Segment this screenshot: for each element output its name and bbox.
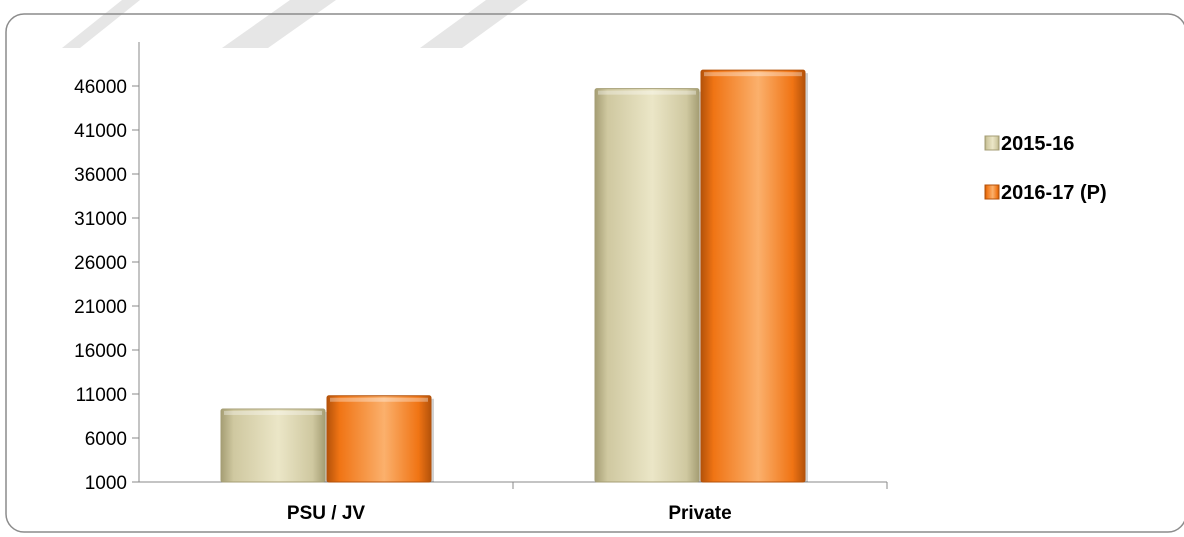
decorative-bands xyxy=(62,0,528,48)
bar-1-1 xyxy=(220,408,326,483)
y-tick-label: 1000 xyxy=(85,473,127,494)
band-stripe xyxy=(222,0,336,48)
x-category-label: PSU / JV xyxy=(287,503,365,524)
y-tick-label: 31000 xyxy=(74,209,127,230)
x-axis-categories: PSU / JV Private xyxy=(287,503,732,524)
bar-bevel xyxy=(598,90,696,95)
bar-2-1 xyxy=(326,395,432,483)
bar-bevel xyxy=(704,72,802,77)
y-tick-label: 21000 xyxy=(74,297,127,318)
legend: 2015-16 2016-17 (P) xyxy=(984,133,1107,204)
chart-frame xyxy=(5,13,1184,533)
y-tick-label: 36000 xyxy=(74,165,127,186)
legend-label-1: 2015-16 xyxy=(1001,133,1074,155)
legend-swatch-2 xyxy=(984,184,1000,200)
legend-swatch-1 xyxy=(984,135,1000,151)
bar-1-2 xyxy=(594,88,700,483)
bars xyxy=(220,69,808,483)
y-tick-label: 46000 xyxy=(74,77,127,98)
y-tick-label: 11000 xyxy=(76,385,127,406)
bar-bevel xyxy=(224,410,322,415)
band-stripe xyxy=(62,0,140,48)
y-tick-label: 26000 xyxy=(74,253,127,274)
band-stripe xyxy=(420,0,528,48)
y-tick-label: 16000 xyxy=(74,341,127,362)
x-category-label: Private xyxy=(668,503,731,524)
bar-bevel xyxy=(330,397,428,402)
bar-2-2 xyxy=(700,69,806,483)
legend-label-2: 2016-17 (P) xyxy=(1001,182,1107,204)
y-tick-label: 41000 xyxy=(74,121,127,142)
y-axis-ticks: 1000 6000 11000 16000 21000 26000 31000 36000 41… xyxy=(74,77,139,494)
y-tick-label: 6000 xyxy=(85,429,127,450)
